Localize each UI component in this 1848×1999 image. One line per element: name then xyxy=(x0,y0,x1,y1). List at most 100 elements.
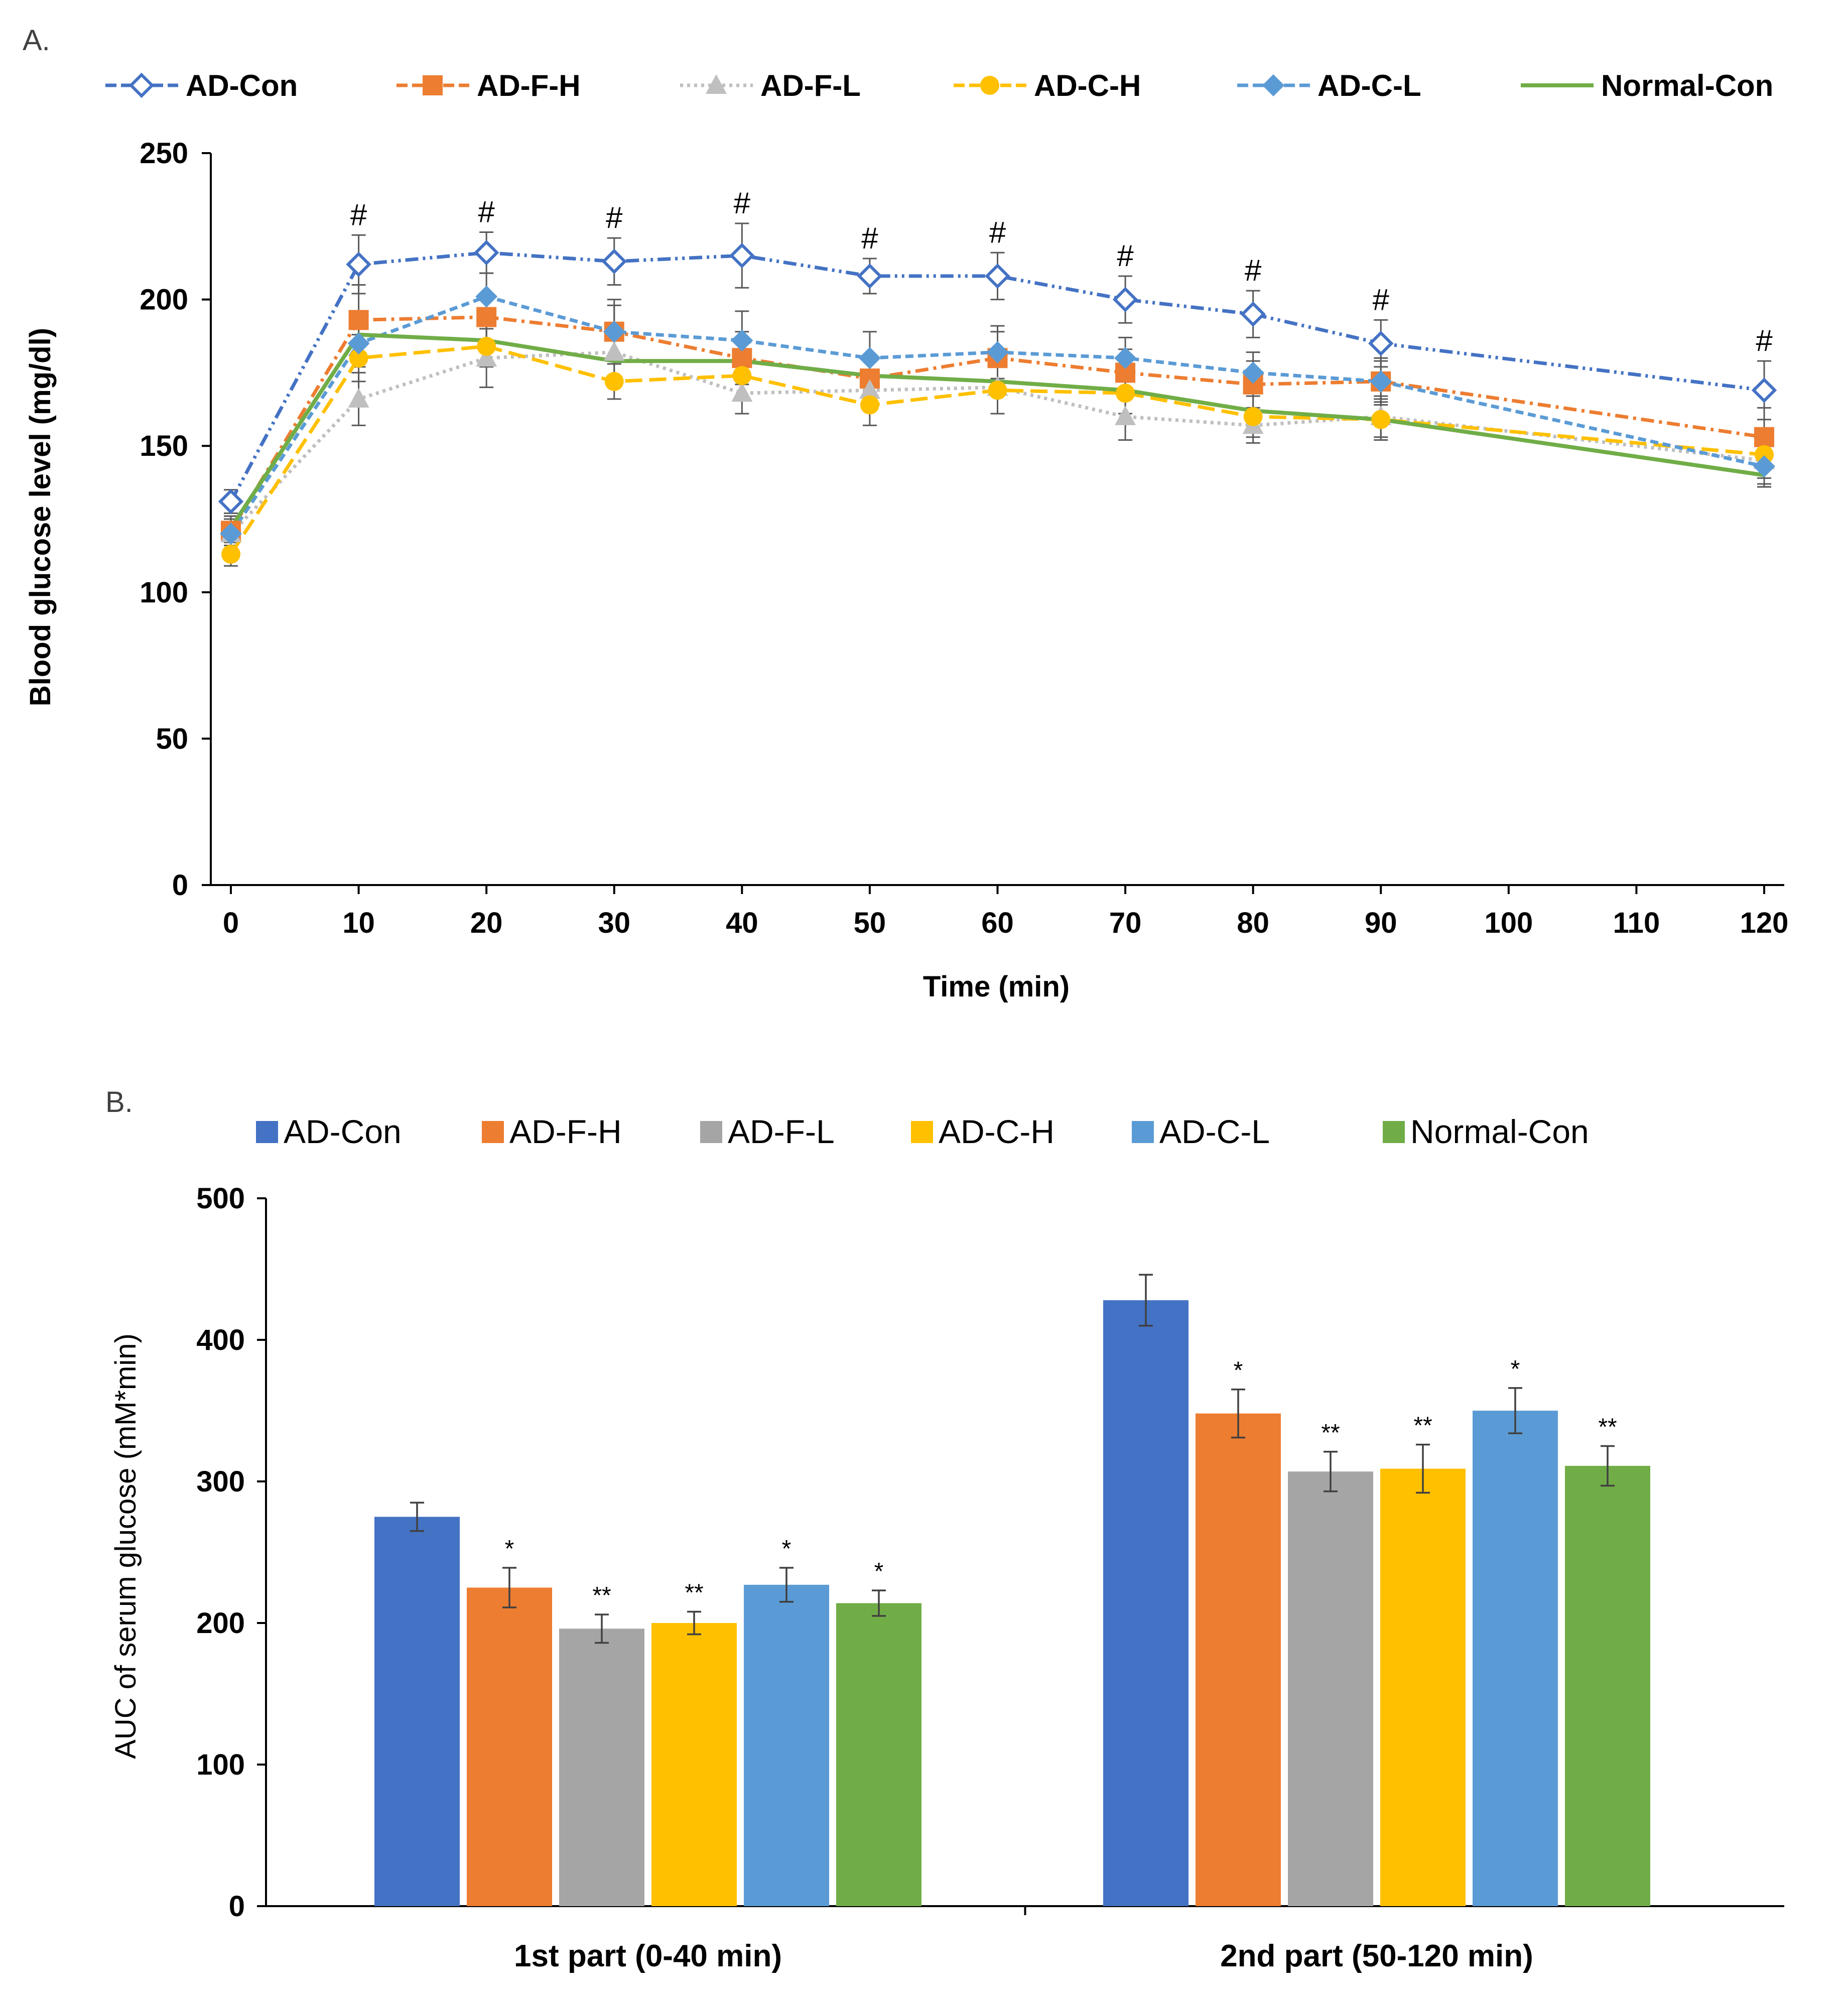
y-tick-label: 200 xyxy=(140,284,188,316)
data-point-ad-f-h xyxy=(1754,427,1774,447)
data-point-ad-c-l xyxy=(731,329,753,352)
data-point-ad-c-h xyxy=(860,395,879,415)
panel-b-legend: AD-Con AD-F-H AD-F-L AD-C-H AD-C-L Normal-Con xyxy=(256,1113,1589,1150)
significance-mark: * xyxy=(505,1536,514,1562)
significance-mark: # xyxy=(734,186,751,220)
bar-ad-c-l xyxy=(744,1584,829,1906)
x-tick-label: 70 xyxy=(1109,907,1142,939)
data-point-ad-f-l xyxy=(476,347,497,367)
category-label: 1st part (0-40 min) xyxy=(514,1939,782,1973)
legend-label-ad-c-h: AD-C-H xyxy=(1034,69,1141,102)
legend-swatch-ad-con xyxy=(256,1121,278,1143)
legend-marker-ad-f-h xyxy=(423,75,443,95)
legend-marker-ad-c-h xyxy=(980,76,999,95)
x-tick-label: 100 xyxy=(1484,907,1533,939)
y-tick-label: 0 xyxy=(172,869,188,902)
x-tick-label: 120 xyxy=(1740,907,1789,939)
legend-label-ad-c-l: AD-C-L xyxy=(1317,69,1421,102)
x-tick-label: 10 xyxy=(342,907,375,939)
panel-a-axes: 0 50 100 150 200 250 0 10 20 30 40 50 60 70 80 90 100 110… xyxy=(140,137,1788,939)
x-tick-label: 0 xyxy=(223,907,239,939)
x-tick-label: 20 xyxy=(470,907,503,939)
significance-mark: * xyxy=(782,1536,791,1562)
legend-swatch-ad-c-l xyxy=(1132,1121,1154,1143)
panel-a-y-axis-title: Blood glucose level (mg/dl) xyxy=(24,328,57,706)
data-point-ad-con xyxy=(1240,301,1266,327)
data-point-ad-c-h xyxy=(732,366,752,386)
legend-label-ad-f-h: AD-F-H xyxy=(509,1113,622,1150)
legend-marker-ad-c-l xyxy=(1262,74,1284,96)
panel-a-label: A. xyxy=(23,24,50,57)
data-point-ad-c-h xyxy=(1116,384,1135,403)
data-point-ad-f-h xyxy=(348,310,369,330)
data-point-ad-c-h xyxy=(477,336,496,356)
significance-mark: # xyxy=(606,201,623,234)
legend-label-ad-con: AD-Con xyxy=(186,69,298,102)
significance-mark: * xyxy=(1511,1356,1520,1383)
significance-mark: ** xyxy=(1413,1413,1432,1439)
significance-mark: # xyxy=(1117,239,1134,273)
x-tick-label: 80 xyxy=(1237,907,1269,939)
data-point-ad-f-l xyxy=(348,388,369,408)
panel-b-label: B. xyxy=(105,1086,133,1118)
panel-a-markers xyxy=(218,240,1777,564)
bar-ad-f-h xyxy=(467,1587,552,1906)
legend-marker-ad-f-l xyxy=(706,74,727,94)
significance-mark: # xyxy=(1756,324,1773,357)
bar-normal-con xyxy=(1565,1465,1650,1906)
data-point-ad-con xyxy=(218,488,244,515)
data-point-ad-c-l xyxy=(986,341,1009,363)
data-point-ad-f-l xyxy=(603,341,625,361)
bar-ad-c-l xyxy=(1473,1411,1558,1906)
data-point-ad-c-l xyxy=(603,320,625,343)
y-tick-label: 100 xyxy=(196,1748,245,1781)
data-point-ad-c-l xyxy=(475,285,498,308)
x-tick-label: 30 xyxy=(598,907,630,939)
panel-a-legend: AD-Con AD-F-H AD-F-L AD-C-H AD-C-L Normal-Con xyxy=(105,69,1773,102)
data-point-ad-con xyxy=(346,252,371,277)
data-point-ad-con xyxy=(1112,287,1138,312)
x-tick-label: 40 xyxy=(726,907,758,939)
significance-mark: ** xyxy=(1321,1420,1340,1446)
data-point-ad-c-h xyxy=(221,544,240,564)
data-point-ad-con xyxy=(601,248,627,275)
y-tick-label: 400 xyxy=(196,1324,245,1356)
bar-ad-f-h xyxy=(1196,1413,1281,1906)
bar-ad-con xyxy=(1103,1300,1189,1906)
significance-mark: * xyxy=(1234,1357,1243,1384)
legend-swatch-normal-con xyxy=(1383,1121,1405,1143)
significance-mark: # xyxy=(989,215,1006,249)
data-point-ad-c-l xyxy=(220,523,242,545)
legend-swatch-ad-f-h xyxy=(482,1121,504,1143)
significance-mark: ** xyxy=(592,1582,611,1609)
category-label: 2nd part (50-120 min) xyxy=(1220,1939,1533,1973)
data-point-ad-c-h xyxy=(1243,407,1263,426)
panel-b-bar-chart: B. AD-Con AD-F-H AD-F-L AD-C-H AD-C-L Normal-… xyxy=(105,1086,1784,1973)
data-point-ad-c-l xyxy=(1370,370,1392,393)
data-point-ad-con xyxy=(857,263,883,289)
legend-label-normal-con: Normal-Con xyxy=(1410,1113,1589,1150)
legend-label-ad-f-h: AD-F-H xyxy=(477,69,581,102)
data-point-ad-c-l xyxy=(347,332,370,355)
data-point-ad-f-l xyxy=(731,382,753,402)
legend-label-ad-f-l: AD-F-L xyxy=(728,1113,835,1150)
data-point-ad-c-h xyxy=(988,381,1007,400)
data-point-ad-c-l xyxy=(1242,361,1264,384)
data-point-ad-c-h xyxy=(604,371,624,391)
bar-ad-f-l xyxy=(559,1629,644,1906)
x-tick-label: 50 xyxy=(854,907,886,939)
panel-a-annotations: # # # # # # # # # # xyxy=(350,186,1773,357)
x-tick-label: 60 xyxy=(981,907,1014,939)
significance-mark: * xyxy=(874,1558,884,1585)
y-tick-label: 100 xyxy=(140,576,188,609)
y-tick-label: 0 xyxy=(229,1890,245,1923)
data-point-ad-f-l xyxy=(1115,405,1136,425)
significance-mark: # xyxy=(861,221,878,255)
series-line-ad-con xyxy=(229,251,1765,503)
significance-mark: # xyxy=(1373,283,1390,316)
data-point-ad-c-h xyxy=(1755,445,1774,464)
significance-mark: ** xyxy=(685,1579,703,1606)
data-point-ad-c-h xyxy=(1371,410,1391,429)
legend-swatch-ad-f-l xyxy=(700,1121,722,1143)
data-point-ad-c-l xyxy=(1753,455,1775,478)
